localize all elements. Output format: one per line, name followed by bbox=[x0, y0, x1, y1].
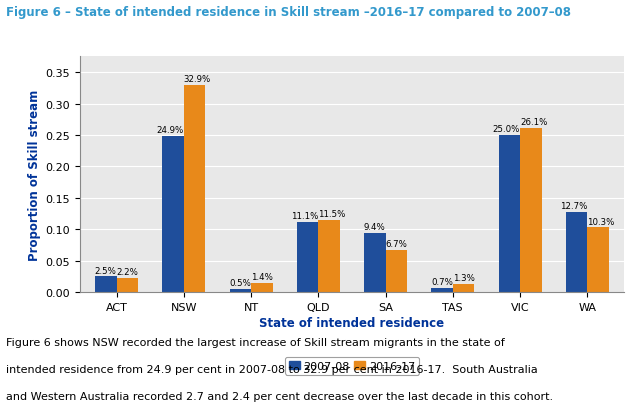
Text: 1.3%: 1.3% bbox=[453, 274, 475, 282]
Text: 9.4%: 9.4% bbox=[364, 222, 385, 231]
Bar bbox=[162, 136, 184, 292]
Bar bbox=[297, 223, 318, 292]
Bar bbox=[251, 284, 273, 292]
Bar bbox=[520, 129, 541, 292]
Bar bbox=[318, 220, 340, 292]
Text: 1.4%: 1.4% bbox=[251, 273, 273, 282]
Text: Figure 6 shows NSW recorded the largest increase of Skill stream migrants in the: Figure 6 shows NSW recorded the largest … bbox=[6, 337, 505, 347]
Text: 6.7%: 6.7% bbox=[385, 240, 408, 249]
Bar bbox=[499, 136, 520, 292]
Text: 2.2%: 2.2% bbox=[117, 268, 138, 277]
Text: 0.7%: 0.7% bbox=[431, 277, 453, 286]
Legend: 2007-08, 2016-17: 2007-08, 2016-17 bbox=[285, 357, 419, 375]
Bar bbox=[117, 279, 138, 292]
Bar bbox=[229, 289, 251, 292]
Text: 32.9%: 32.9% bbox=[184, 75, 211, 84]
Bar bbox=[95, 277, 117, 292]
X-axis label: State of intended residence: State of intended residence bbox=[259, 316, 445, 329]
Text: 24.9%: 24.9% bbox=[157, 126, 184, 135]
Text: Figure 6 – State of intended residence in Skill stream –2016–17 compared to 2007: Figure 6 – State of intended residence i… bbox=[6, 6, 571, 19]
Bar bbox=[453, 284, 475, 292]
Text: 25.0%: 25.0% bbox=[492, 125, 520, 134]
Text: 11.1%: 11.1% bbox=[291, 212, 318, 221]
Text: 10.3%: 10.3% bbox=[587, 217, 615, 226]
Text: intended residence from 24.9 per cent in 2007-08 to 32.9 per cent in 2016-17.  S: intended residence from 24.9 per cent in… bbox=[6, 364, 538, 374]
Text: and Western Australia recorded 2.7 and 2.4 per cent decrease over the last decad: and Western Australia recorded 2.7 and 2… bbox=[6, 391, 554, 400]
Bar bbox=[385, 250, 407, 292]
Text: 0.5%: 0.5% bbox=[229, 279, 251, 288]
Text: 11.5%: 11.5% bbox=[318, 209, 346, 218]
Text: 12.7%: 12.7% bbox=[560, 202, 587, 211]
Y-axis label: Proportion of Skill stream: Proportion of Skill stream bbox=[28, 90, 41, 260]
Bar bbox=[364, 234, 385, 292]
Bar bbox=[431, 288, 453, 292]
Bar bbox=[566, 213, 587, 292]
Text: 26.1%: 26.1% bbox=[520, 118, 547, 127]
Bar bbox=[184, 86, 205, 292]
Text: 2.5%: 2.5% bbox=[95, 266, 117, 275]
Bar bbox=[587, 228, 609, 292]
